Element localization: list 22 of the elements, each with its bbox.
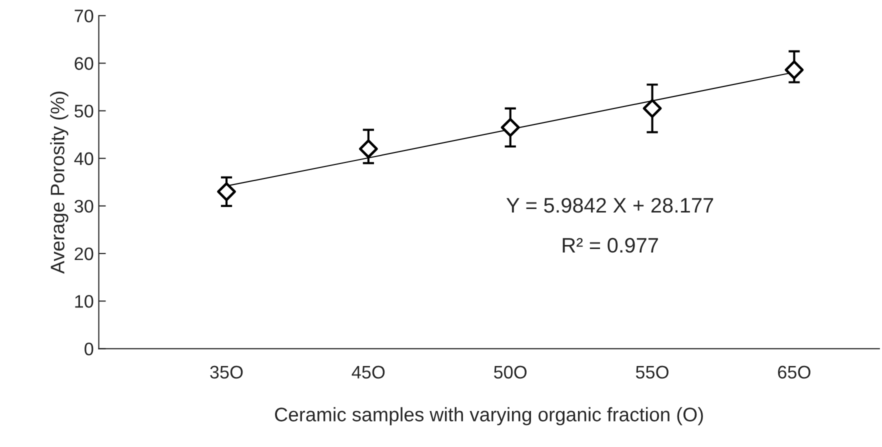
y-tick-label: 70 [74,10,94,22]
y-tick-label: 0 [84,342,94,356]
point [358,139,378,158]
x-tick-label: 45O [352,366,385,379]
annotation: Y = 5.9842 X + 28.177 [506,198,714,213]
x-tick-label: 50O [494,366,527,379]
y-tick-label: 40 [74,152,94,166]
point [217,182,236,202]
point [500,118,520,137]
y-tick-label: 30 [74,200,94,213]
x-tick-label: 55O [636,366,668,379]
y-tick-label: 10 [75,295,94,308]
annotation: R² = 0.977 [562,238,658,253]
point [784,60,804,80]
x-axis-title: Ceramic samples with varying organic fraction (O) [275,407,703,426]
y-tick-label: 60 [74,57,94,70]
y-tick-label: 50 [74,104,94,118]
y-tick-label: 20 [74,247,94,260]
y-axis-title: Average Porosity (%) [50,92,68,274]
point [642,98,662,118]
x-tick-label: 65O [778,366,810,379]
x-tick-label: 35O [210,366,243,379]
